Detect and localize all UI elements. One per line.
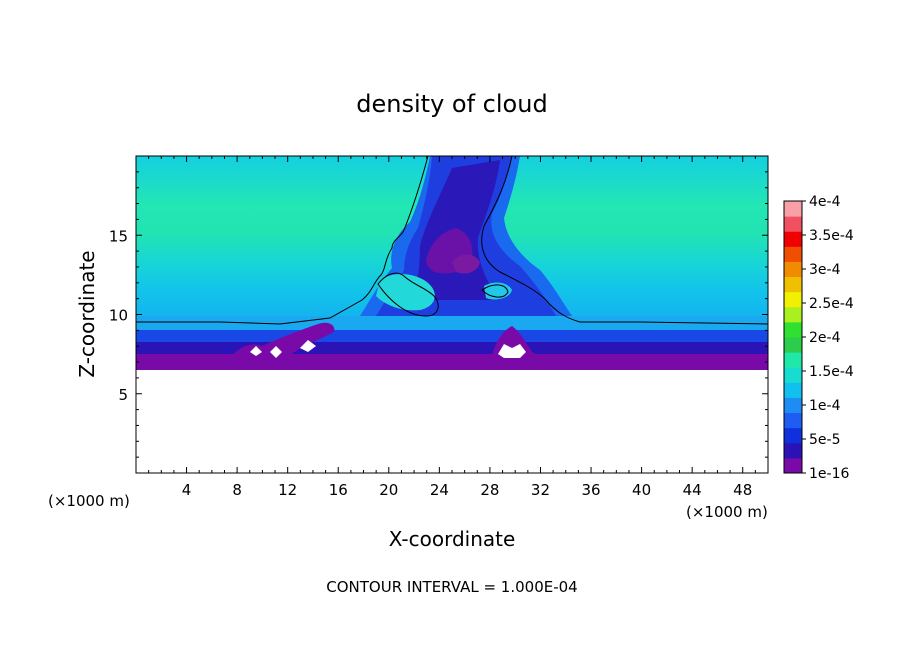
colorbar-label: 1e-4 [809, 398, 841, 414]
colorbar-swatch [784, 427, 802, 444]
x-unit-right: (×1000 m) [686, 503, 768, 521]
layer-deep [136, 342, 768, 356]
colorbar-label: 1.5e-4 [809, 364, 854, 380]
colorbar-swatch [784, 397, 802, 414]
x-tick-label: 20 [379, 481, 398, 499]
colorbar: 1e-16 5e-5 1e-4 1.5e-4 2e-4 2.5e-4 3e-4 3.5e-4 4… [784, 194, 854, 482]
colorbar-swatch [784, 261, 802, 278]
colorbar-swatch [784, 367, 802, 383]
colorbar-label: 2e-4 [809, 330, 841, 346]
y-tick-label: 5 [118, 386, 128, 404]
x-tick-label: 4 [182, 481, 192, 499]
y-tick-label: 10 [109, 307, 128, 325]
contour-inner-left [377, 272, 439, 317]
y-axis-label: Z-coordinate [75, 250, 99, 377]
colorbar-swatch [784, 201, 802, 217]
x-axis-label: X-coordinate [389, 527, 516, 551]
contour-inner-right [481, 284, 509, 298]
layer-bottom-edge [136, 362, 768, 370]
y-tick-label: 15 [109, 227, 128, 245]
colorbar-swatch [784, 306, 802, 323]
colorbar-swatch [784, 337, 802, 353]
hole-1 [250, 346, 262, 356]
contour-interval-note: CONTOUR INTERVAL = 1.000E-04 [326, 578, 577, 596]
colorbar-swatch [784, 442, 802, 459]
colorbar-swatch [784, 246, 802, 262]
colorbar-swatch [784, 382, 802, 398]
x-tick-label: 16 [329, 481, 348, 499]
plot-area [136, 156, 768, 370]
x-tick-label: 36 [581, 481, 600, 499]
x-tick-label: 24 [430, 481, 449, 499]
colorbar-frame [783, 200, 803, 474]
x-tick-label: 32 [531, 481, 550, 499]
hole-2 [270, 346, 282, 358]
plume-max-2 [452, 254, 480, 274]
x-tick-label: 28 [480, 481, 499, 499]
x-unit-left: (×1000 m) [48, 492, 130, 510]
colorbar-swatch [784, 291, 802, 308]
colorbar-swatch [784, 457, 802, 474]
colorbar-label: 2.5e-4 [809, 296, 854, 312]
hole-3 [300, 340, 316, 352]
layer-lower [136, 316, 768, 330]
colorbar-swatch [784, 276, 802, 293]
colorbar-swatch [784, 352, 802, 368]
chart-title: density of cloud [356, 90, 547, 118]
x-tick-label: 12 [278, 481, 297, 499]
contour-line [136, 156, 768, 325]
colorbar-swatch [784, 321, 802, 338]
layer-bottom [136, 354, 768, 368]
hole-4 [498, 344, 526, 358]
x-tick-label: 8 [232, 481, 242, 499]
island-left [376, 274, 435, 311]
colorbar-label: 1e-16 [809, 466, 849, 482]
colorbar-label: 4e-4 [809, 194, 841, 210]
colorbar-label: 5e-5 [809, 432, 840, 448]
x-tick-label: 40 [632, 481, 651, 499]
x-tick-label: 48 [733, 481, 752, 499]
x-tick-label: 44 [683, 481, 702, 499]
colorbar-label: 3e-4 [809, 262, 841, 278]
colorbar-swatch [784, 412, 802, 429]
colorbar-swatch [784, 231, 802, 247]
colorbar-swatch [784, 216, 802, 232]
colorbar-label: 3.5e-4 [809, 228, 854, 244]
